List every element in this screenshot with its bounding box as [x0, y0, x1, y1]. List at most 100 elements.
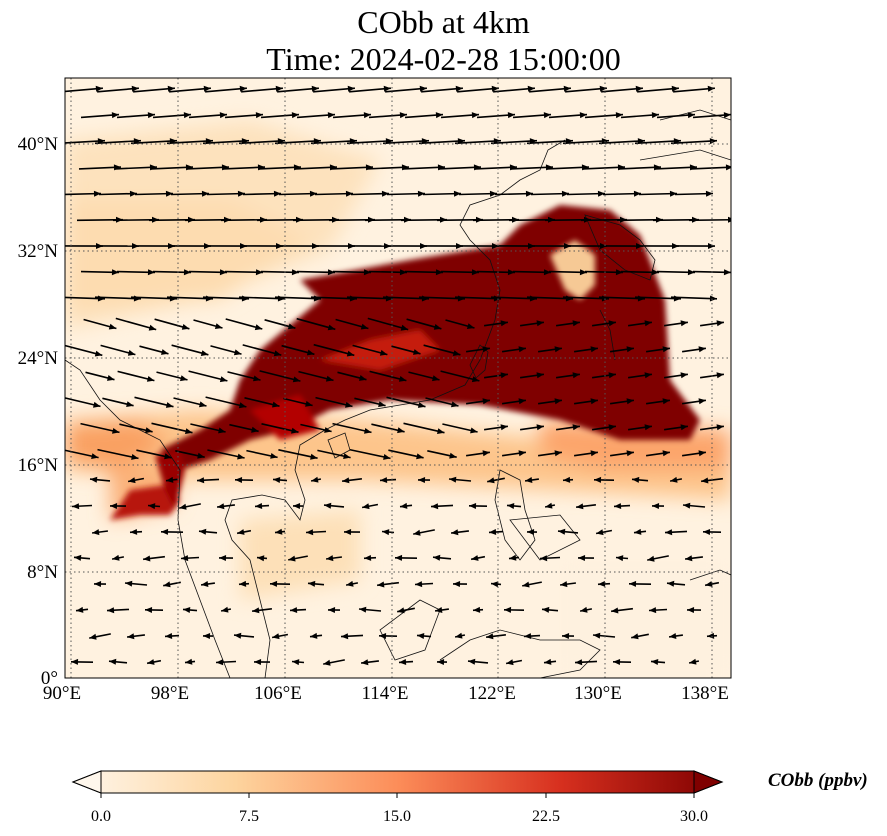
colorbar-tick-label: 30.0 — [680, 808, 708, 825]
wind-arrow-head — [500, 424, 508, 431]
wind-arrow-head — [221, 606, 229, 613]
wind-arrow-head — [671, 85, 679, 92]
wind-arrow-head — [629, 580, 637, 587]
wind-arrow-head — [89, 633, 97, 640]
wind-arrow-head — [270, 580, 278, 587]
wind-arrow — [313, 343, 355, 357]
wind-arrow-head — [146, 376, 155, 382]
wind-arrow-head — [235, 477, 243, 483]
wind-arrow-head — [554, 346, 562, 353]
wind-arrow-head — [290, 607, 298, 613]
wind-arrow-head — [644, 320, 652, 327]
wind-arrow-head — [216, 659, 224, 666]
wind-arrow-head — [377, 581, 385, 588]
wind-arrow-head — [130, 529, 138, 535]
wind-arrow-head — [698, 346, 706, 353]
wind-arrow-head — [165, 633, 173, 639]
wind-arrow-head — [292, 659, 300, 666]
wind-arrow — [97, 448, 139, 460]
wind-arrow-head — [652, 503, 660, 509]
wind-arrow-head — [364, 428, 372, 434]
wind-arrow-head — [76, 606, 84, 613]
wind-arrow-head — [647, 555, 655, 562]
wind-arrow-head — [219, 112, 227, 119]
wind-arrow-head — [109, 658, 117, 665]
wind-arrow-head — [687, 269, 695, 276]
wind-arrow-head — [197, 452, 205, 459]
lon-axis: 90°E 98°E 106°E 114°E 122°E 130°E 138°E — [43, 683, 729, 704]
colorbar-tick-label: 7.5 — [239, 808, 259, 825]
wind-arrow-head — [255, 269, 263, 276]
wind-arrow-head — [398, 376, 407, 382]
wind-vectors — [65, 85, 731, 666]
wind-arrow — [133, 87, 175, 93]
colorbar-label: CObb (ppbv) — [768, 770, 868, 791]
wind-arrow-head — [536, 320, 544, 327]
wind-arrow-head — [199, 401, 207, 408]
wind-arrow-head — [181, 324, 190, 330]
wind-arrow-head — [453, 581, 461, 587]
wind-arrow-head — [572, 424, 580, 431]
wind-arrow-head — [347, 85, 355, 92]
wind-arrow — [150, 166, 194, 170]
wind-arrow-head — [397, 607, 405, 614]
wind-arrow-head — [165, 190, 173, 197]
wind-arrow — [202, 296, 250, 300]
wind-arrow-head — [709, 138, 717, 145]
wind-arrow-head — [148, 324, 157, 331]
wind-arrow-head — [218, 427, 226, 434]
wind-arrow-head — [536, 372, 544, 379]
wind-arrow-head — [701, 477, 709, 484]
wind-arrow — [366, 166, 410, 170]
wind-arrow-head — [608, 320, 616, 327]
wind-arrow-head — [310, 453, 318, 460]
wind-arrow — [130, 296, 178, 300]
wind-arrow — [65, 296, 106, 300]
wind-arrow-head — [687, 112, 695, 119]
wind-arrow-head — [449, 476, 457, 483]
wind-arrow-head — [670, 476, 678, 483]
wind-arrow-head — [237, 529, 245, 535]
wind-arrow-head — [400, 324, 409, 331]
wind-arrow-head — [255, 503, 263, 509]
wind-arrow-head — [599, 85, 607, 92]
wind-arrow-head — [395, 554, 403, 561]
wind-arrow-head — [544, 658, 552, 665]
wind-arrow-head — [500, 372, 508, 379]
wind-arrow — [565, 87, 607, 93]
wind-arrow — [258, 166, 302, 170]
wind-arrow — [97, 87, 139, 93]
wind-arrow-head — [71, 658, 79, 665]
wind-arrow-head — [217, 503, 225, 510]
wind-arrow-head — [107, 607, 115, 614]
wind-arrow-head — [579, 269, 587, 276]
wind-arrow-head — [125, 580, 133, 587]
wind-arrow-head — [167, 85, 175, 92]
wind-arrow-head — [608, 372, 616, 379]
wind-arrow-head — [707, 85, 715, 92]
lat-tick-label: 8°N — [27, 562, 58, 583]
wind-arrow-head — [631, 633, 639, 640]
wind-arrow-head — [554, 450, 562, 457]
wind-arrow — [166, 139, 214, 145]
wind-arrow-head — [400, 502, 408, 509]
wind-arrow-head — [234, 632, 242, 639]
wind-arrow-head — [433, 554, 441, 561]
wind-arrow-head — [397, 427, 405, 434]
wind-arrow-head — [435, 269, 443, 276]
wind-arrow-head — [598, 581, 606, 587]
wind-arrow-head — [165, 402, 174, 408]
wind-arrow-head — [399, 659, 407, 665]
wind-arrow — [493, 87, 535, 93]
wind-arrow-head — [112, 428, 120, 434]
wind-arrow-head — [257, 555, 265, 562]
wind-arrow-head — [237, 190, 245, 197]
wind-arrow-head — [126, 401, 134, 407]
wind-arrow-head — [662, 346, 670, 353]
wind-arrow — [402, 166, 446, 170]
wind-arrow-head — [669, 190, 677, 197]
wind-arrow-head — [309, 190, 317, 197]
wind-arrow-head — [147, 112, 155, 119]
wind-arrow-head — [413, 529, 421, 536]
wind-arrow-head — [527, 529, 535, 535]
